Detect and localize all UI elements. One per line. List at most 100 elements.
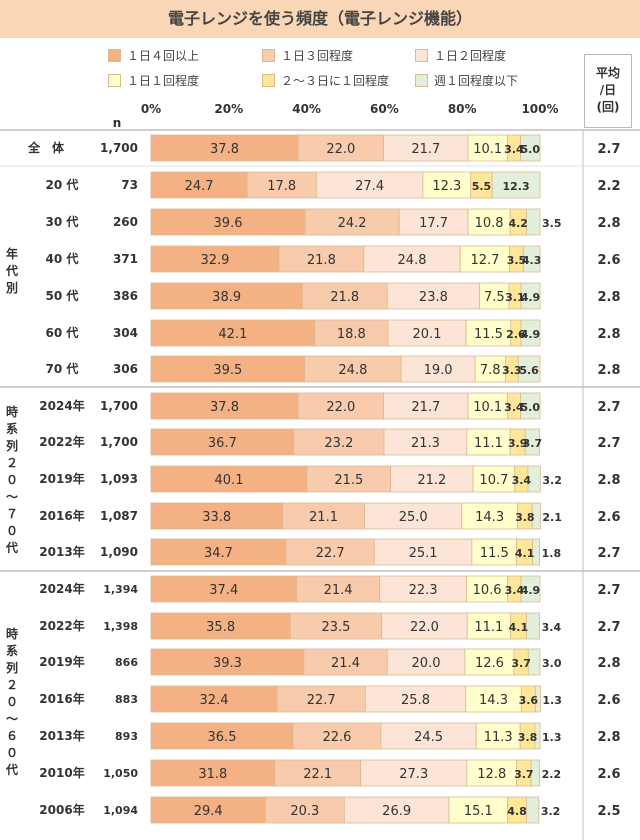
group-label-char: ０ [5, 524, 18, 538]
bar-segment [386, 282, 481, 310]
segment-value-label: 19.0 [424, 363, 453, 378]
segment-value-label: 10.8 [475, 216, 504, 231]
bar-segment [363, 245, 461, 273]
bar-segment [534, 685, 541, 713]
row-average: 2.6 [597, 510, 620, 525]
segment-value-label: 5.0 [521, 143, 541, 156]
row-label: 70 代 [46, 361, 79, 376]
bar-row: 2016年 883 32.4 22.7 25.8 14.3 3.6 1.3 2.6 [39, 685, 621, 713]
segment-value-label: 3.6 [519, 694, 539, 707]
row-average: 2.6 [597, 693, 620, 708]
row-n-value: 866 [115, 656, 138, 669]
bar-segment [373, 538, 473, 566]
segment-value-label: 14.3 [475, 510, 504, 525]
row-n-value: 1,050 [103, 767, 138, 780]
row-label: 2010年 [39, 765, 84, 780]
legend-label: ２〜３日に１回程度 [281, 74, 390, 88]
chart-title: 電子レンジを使う頻度（電子レンジ機能） [167, 9, 472, 28]
bar-segment [466, 575, 509, 603]
group-label-char: ６ [5, 729, 18, 743]
segment-value-label: 4.9 [521, 328, 541, 341]
group-label-char: 時 [5, 627, 18, 641]
bar-segment [150, 171, 248, 199]
segment-value-label: 3.4 [542, 621, 562, 634]
group-label-char: 代 [5, 264, 18, 278]
segment-value-label: 15.1 [464, 804, 493, 819]
segment-value-label: 3.5 [507, 254, 527, 267]
bar-row: 2013年 893 36.5 22.6 24.5 11.3 3.8 1.3 2.8 [39, 722, 621, 750]
bar-segment [150, 685, 278, 713]
row-n-value: 1,090 [100, 545, 138, 559]
bar-segment [246, 171, 317, 199]
segment-value-label: 3.7 [514, 768, 534, 781]
legend-label: １日１回程度 [127, 74, 200, 88]
bar-row: 2024年 1,700 37.8 22.0 21.7 10.1 3.45.0 2.7 [39, 392, 621, 420]
bar-row: 60 代 304 42.1 18.8 20.1 11.5 2.64.9 2.8 [46, 319, 621, 347]
row-n-value: 1,394 [103, 583, 138, 596]
segment-value-label: 3.4 [504, 143, 524, 156]
row-n-value: 304 [113, 326, 138, 340]
segment-value-label: 36.7 [208, 436, 237, 451]
legend-label: 週１回程度以下 [434, 74, 519, 88]
segment-value-label: 39.6 [214, 216, 243, 231]
segment-value-label: 34.7 [204, 546, 233, 561]
row-average: 2.8 [597, 473, 620, 488]
x-tick-label: 0% [141, 102, 161, 116]
bar-segment [527, 465, 541, 493]
row-label: 20 代 [46, 177, 79, 192]
row-average: 2.7 [597, 436, 620, 451]
bar-segment [150, 134, 299, 162]
segment-value-label: 25.8 [401, 693, 430, 708]
segment-value-label: 1.8 [542, 547, 562, 560]
bar-segment [383, 392, 469, 420]
row-average: 2.5 [597, 804, 620, 819]
row-average: 2.6 [597, 767, 620, 782]
row-label: 40 代 [46, 251, 79, 266]
group-label-char: 別 [5, 281, 18, 295]
segment-value-label: 14.3 [479, 693, 508, 708]
segment-value-label: 18.8 [337, 327, 366, 342]
bar-segment [150, 575, 297, 603]
segment-value-label: 7.5 [484, 290, 505, 305]
bar-segment [520, 282, 541, 310]
row-label: 2006年 [39, 802, 84, 817]
segment-value-label: 10.1 [473, 142, 502, 157]
bar-segment [461, 502, 518, 530]
row-label: 2016年 [39, 508, 84, 523]
row-n-value: 1,093 [100, 472, 138, 486]
segment-value-label: 4.8 [507, 805, 527, 818]
bar-row: 20 代 73 24.7 17.8 27.4 12.3 5.5 12.3 2.2 [46, 171, 621, 199]
group-label-timeseries-20-60: 時系列 ２ ０ 〜 ６ ０ 代 [5, 626, 19, 779]
row-label: 2024年 [39, 398, 84, 413]
group-label-char: 系 [5, 644, 18, 658]
row-label: 2022年 [39, 434, 84, 449]
segment-value-label: 5.0 [521, 401, 541, 414]
bar-row: 2024年 1,394 37.4 21.4 22.3 10.6 3.44.9 2.7 [39, 575, 621, 603]
bar-segment [530, 759, 541, 787]
segment-value-label: 3.4 [504, 401, 524, 414]
segment-value-label: 10.1 [473, 400, 502, 415]
group-label-char: 〜 [5, 712, 18, 726]
segment-value-label: 11.5 [480, 546, 509, 561]
segment-value-label: 7.8 [480, 363, 501, 378]
bar-segment [467, 134, 508, 162]
bar-segment [527, 648, 541, 676]
bar-segment [314, 319, 389, 347]
n-header: n [113, 116, 122, 130]
row-label: 2013年 [39, 728, 84, 743]
segment-value-label: 3.1 [505, 291, 525, 304]
segment-value-label: 5.5 [472, 180, 492, 193]
bar-row: 全 体 1,700 37.8 22.0 21.7 10.1 3.45.0 2.7 [27, 134, 621, 162]
segment-value-label: 21.7 [411, 400, 440, 415]
segment-value-label: 3.7 [523, 437, 543, 450]
segment-value-label: 2.2 [542, 768, 562, 781]
segment-value-label: 3.8 [518, 731, 538, 744]
row-average: 2.8 [597, 730, 620, 745]
bar-segment [520, 319, 541, 347]
segment-value-label: 22.6 [322, 730, 351, 745]
bar-segment [400, 355, 476, 383]
segment-value-label: 3.2 [542, 474, 562, 487]
legend-swatch [108, 49, 121, 62]
bar-segment [292, 722, 382, 750]
group-label-char: ０ [5, 746, 18, 760]
